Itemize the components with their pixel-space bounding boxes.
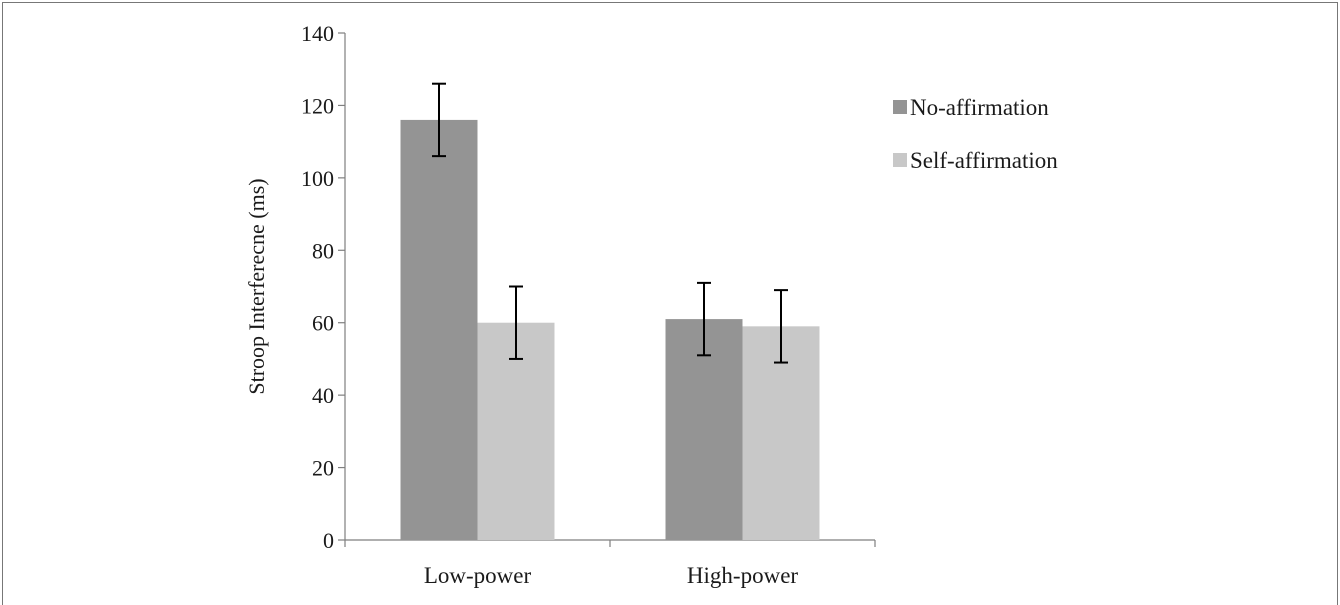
legend: No-affirmation Self-affirmation: [893, 95, 1058, 173]
y-tick-label: 20: [312, 456, 334, 481]
bars: [400, 119, 820, 541]
y-tick-label: 60: [312, 311, 334, 336]
y-tick-label: 120: [301, 93, 334, 118]
error-bars: [432, 82, 788, 364]
bar: [400, 119, 478, 541]
y-tick-label: 100: [301, 166, 334, 191]
y-tick-label: 140: [301, 21, 334, 46]
y-tick-label: 40: [312, 383, 334, 408]
legend-swatch: [893, 100, 907, 114]
legend-label: No-affirmation: [910, 95, 1049, 120]
x-axis: Low-power High-power: [344, 539, 876, 588]
y-axis-title: Stroop Interferecne (ms): [244, 178, 269, 394]
x-category-label: Low-power: [424, 563, 532, 588]
y-tick-label: 80: [312, 238, 334, 263]
y-tick-label: 0: [323, 528, 334, 553]
y-axis: 0 20 40 60 80 100 120 140: [301, 21, 346, 553]
legend-swatch: [893, 153, 907, 167]
x-category-label: High-power: [687, 563, 798, 588]
legend-label: Self-affirmation: [910, 148, 1058, 173]
